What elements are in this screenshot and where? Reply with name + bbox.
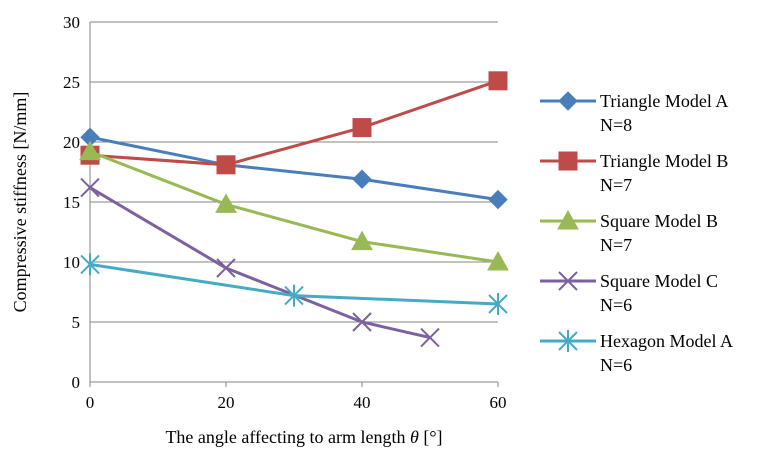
y-tick-label-25: 25: [63, 73, 80, 92]
legend-marker-1: [558, 91, 578, 111]
data-point-4-4: [420, 327, 440, 348]
series-4: [80, 177, 440, 348]
data-point-3-3: [351, 230, 373, 251]
legend-marker-5: [558, 330, 578, 352]
data-point-5-1: [80, 253, 100, 276]
series-line-3: [89, 150, 499, 264]
legend-label-3: Square Model B: [600, 211, 718, 231]
data-point-3-4: [487, 250, 509, 271]
data-point-4-3: [352, 312, 372, 332]
y-tick-label-30: 30: [63, 13, 80, 32]
data-point-1-3: [352, 169, 372, 189]
legend-label-5: Hexagon Model A: [600, 331, 733, 351]
x-axis-label-prefix: The angle affecting to arm length: [165, 427, 410, 447]
legend-item-2: Triangle Model B N=7: [540, 151, 728, 195]
legend-marker-4: [558, 271, 578, 291]
x-axis-label-symbol: θ: [410, 427, 419, 447]
x-tick-label-60: 60: [490, 393, 507, 412]
data-point-3-2: [215, 193, 237, 213]
legend-sublabel-1: N=8: [600, 115, 632, 135]
data-point-3-1: [79, 140, 101, 161]
series-layer: [79, 71, 509, 348]
legend-sublabel-3: N=7: [600, 235, 632, 255]
data-point-1-4: [488, 189, 508, 210]
legend-sublabel-2: N=7: [600, 175, 632, 195]
legend-label-4: Square Model C: [600, 271, 718, 291]
data-point-2-2: [216, 155, 236, 175]
x-axis-label-suffix: [°]: [419, 427, 443, 447]
data-point-5-3: [488, 293, 508, 315]
y-tick-label-0: 0: [72, 373, 81, 392]
legend-item-4: Square Model C N=6: [540, 271, 718, 315]
legend-marker-3: [557, 209, 579, 230]
legend-item-5: Hexagon Model A N=6: [540, 330, 733, 375]
y-tick-label-20: 20: [63, 133, 80, 152]
series-1: [80, 127, 508, 210]
legend-item-1: Triangle Model A N=8: [540, 91, 728, 135]
legend-item-3: Square Model B N=7: [540, 209, 718, 255]
tick-labels: 0 5 10 15 20 25 30 0 20 40 60: [63, 13, 507, 412]
data-point-4-1: [80, 177, 100, 198]
series-3: [79, 140, 509, 271]
series-line-1: [89, 135, 499, 202]
legend-label-2: Triangle Model B: [600, 151, 728, 171]
legend-label-1: Triangle Model A: [600, 91, 728, 111]
y-axis-label: Compressive stiffness [N/mm]: [10, 92, 30, 313]
legend-marker-2: [558, 151, 578, 171]
data-point-4-2: [216, 258, 236, 278]
axes: [89, 22, 499, 387]
series-line-4: [89, 186, 431, 340]
legend-sublabel-5: N=6: [600, 355, 632, 375]
x-tick-label-0: 0: [86, 393, 95, 412]
y-tick-label-10: 10: [63, 253, 80, 272]
series-5: [80, 253, 508, 315]
series-2: [80, 71, 508, 175]
y-tick-label-15: 15: [63, 193, 80, 212]
legend-sublabel-4: N=6: [600, 295, 632, 315]
gridlines: [90, 21, 498, 323]
data-point-2-4: [488, 71, 508, 91]
data-point-5-2: [284, 284, 304, 307]
y-tick-label-5: 5: [72, 313, 81, 332]
x-tick-label-40: 40: [354, 393, 371, 412]
x-tick-label-20: 20: [218, 393, 235, 412]
x-axis-label: The angle affecting to arm length θ [°]: [165, 427, 442, 447]
series-line-2: [89, 79, 499, 167]
data-point-2-3: [352, 118, 372, 138]
